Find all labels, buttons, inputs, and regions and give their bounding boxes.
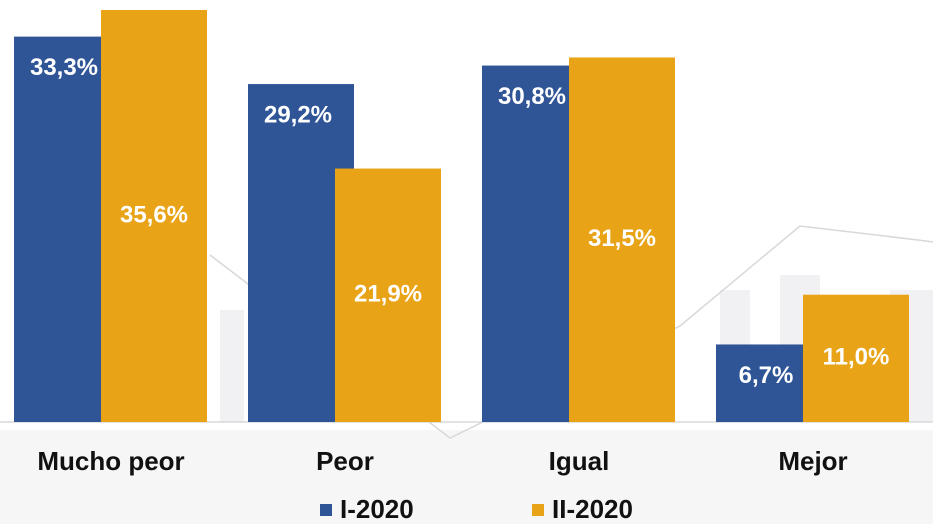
x-tick-label: Mejor [778,446,847,476]
bar [803,294,909,422]
value-label: 30,8% [498,83,566,110]
bar [101,10,207,422]
legend-swatch [320,504,332,516]
bar [569,57,675,423]
value-label: 31,5% [588,225,656,252]
value-label: 21,9% [354,281,422,308]
x-tick-label: Mucho peor [37,446,184,476]
legend-swatch [532,504,544,516]
value-label: 11,0% [823,344,890,371]
value-label: 29,2% [264,101,332,128]
background-decoration [0,275,933,524]
value-label: 33,3% [30,54,98,81]
legend-label: I-2020 [340,494,414,524]
x-tick-label: Peor [316,446,374,476]
value-label: 35,6% [120,201,188,228]
bar [335,168,441,422]
x-tick-label: Igual [549,446,610,476]
legend-label: II-2020 [552,494,633,524]
value-label: 6,7% [739,362,794,389]
